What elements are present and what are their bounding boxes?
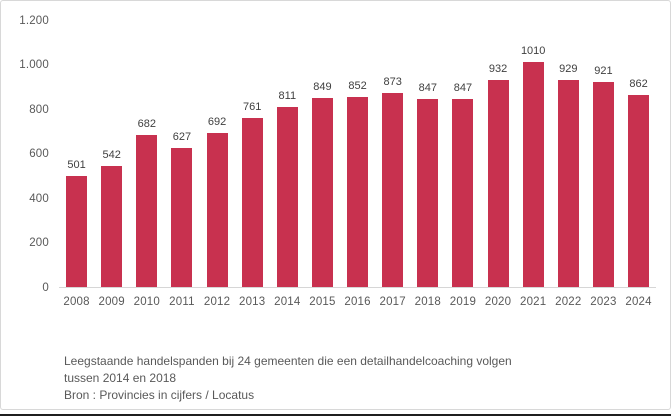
bar-slot-2011: 627 <box>164 21 199 287</box>
caption-title-line-1: Leegstaande handelspanden bij 24 gemeent… <box>64 354 512 368</box>
bar-2020 <box>487 79 509 287</box>
bar-slot-2014: 811 <box>270 21 305 287</box>
bar-value-label-2017: 873 <box>383 75 402 88</box>
bar-slot-2019: 847 <box>445 21 480 287</box>
x-tick-2022: 2022 <box>555 296 582 308</box>
bar-slot-2024: 862 <box>621 21 656 287</box>
bar-2023 <box>592 82 614 287</box>
bar-slot-2021: 1010 <box>516 21 551 287</box>
x-tick-2021: 2021 <box>519 296 547 308</box>
bar-value-label-2012: 692 <box>207 116 227 128</box>
chart-caption: Leegstaande handelspanden bij 24 gemeent… <box>64 353 624 404</box>
bar-2013 <box>241 117 263 287</box>
bar-2017 <box>382 92 404 287</box>
bar-slot-2016: 852 <box>340 21 375 287</box>
y-tick-200: 200 <box>29 237 49 249</box>
bottom-edge-divider <box>0 414 671 416</box>
bar-2024 <box>628 95 650 287</box>
caption-source-line: Bron : Provincies in cijfers / Locatus <box>64 388 255 402</box>
bar-slot-2008: 501 <box>59 21 94 287</box>
caption-title-line-2: tussen 2014 en 2018 <box>64 371 177 385</box>
bar-2012 <box>206 133 228 287</box>
bar-value-label-2022: 929 <box>559 63 578 76</box>
bar-slot-2013: 761 <box>235 21 270 287</box>
y-tick-1200: 1.200 <box>19 14 49 27</box>
bar-slot-2020: 932 <box>481 21 516 287</box>
bar-slot-2012: 692 <box>200 21 235 287</box>
bar-value-label-2023: 921 <box>594 65 613 78</box>
bar-2021 <box>522 62 544 287</box>
x-tick-2009: 2009 <box>98 296 125 308</box>
bar-value-label-2013: 761 <box>243 100 262 113</box>
bar-slot-2017: 873 <box>375 21 410 287</box>
bar-2019 <box>452 98 474 287</box>
bar-2018 <box>417 98 439 287</box>
bar-value-label-2016: 852 <box>348 80 367 93</box>
x-tick-2008: 2008 <box>63 296 90 308</box>
x-tick-2023: 2023 <box>590 296 617 308</box>
bar-chart-plot-area: 501 542 682 627 692 761 811 849 852 873 847 847 932 1… <box>59 21 656 288</box>
bar-value-label-2008: 501 <box>67 158 86 171</box>
y-tick-400: 400 <box>29 192 49 205</box>
bar-2022 <box>557 80 579 287</box>
bar-slot-2022: 929 <box>551 21 586 287</box>
bar-value-label-2009: 542 <box>102 149 121 162</box>
bar-2016 <box>347 97 369 287</box>
x-tick-2019: 2019 <box>449 296 477 308</box>
bar-slot-2018: 847 <box>410 21 445 287</box>
x-tick-2011: 2011 <box>169 296 195 308</box>
bar-slot-2010: 682 <box>129 21 164 287</box>
bar-slot-2015: 849 <box>305 21 340 287</box>
y-tick-800: 800 <box>29 103 49 116</box>
x-axis-tick-labels: 2008 2009 2010 2011 2012 2013 2014 2015 2016 2017… <box>59 295 656 310</box>
bar-value-label-2014: 811 <box>278 89 297 102</box>
bar-value-label-2011: 627 <box>172 130 192 143</box>
bar-value-label-2018: 847 <box>418 81 437 94</box>
x-tick-2020: 2020 <box>484 296 512 308</box>
bar-2015 <box>311 98 333 287</box>
bar-slot-2023: 921 <box>586 21 621 287</box>
bar-slot-2009: 542 <box>94 21 129 287</box>
x-tick-2012: 2012 <box>203 296 231 308</box>
x-tick-2014: 2014 <box>274 296 301 308</box>
x-tick-2024: 2024 <box>625 296 652 308</box>
bar-value-label-2020: 932 <box>488 62 508 75</box>
bar-value-label-2021: 1010 <box>520 45 546 58</box>
bar-value-label-2024: 862 <box>629 78 648 91</box>
bar-value-label-2019: 847 <box>453 81 473 94</box>
bar-2008 <box>66 175 88 287</box>
bar-2014 <box>276 106 298 287</box>
x-tick-2015: 2015 <box>309 296 336 308</box>
bar-2010 <box>136 135 158 287</box>
x-tick-2018: 2018 <box>414 296 441 308</box>
bar-value-label-2010: 682 <box>137 118 156 131</box>
x-tick-2013: 2013 <box>238 296 266 308</box>
bar-2011 <box>171 147 193 287</box>
bar-value-label-2015: 849 <box>313 81 332 94</box>
y-tick-1000: 1.000 <box>19 59 49 71</box>
bar-2009 <box>101 166 123 287</box>
y-tick-0: 0 <box>42 281 49 294</box>
x-tick-2017: 2017 <box>379 296 406 308</box>
x-tick-2010: 2010 <box>133 296 160 308</box>
y-tick-600: 600 <box>29 148 49 160</box>
x-tick-2016: 2016 <box>344 296 371 308</box>
